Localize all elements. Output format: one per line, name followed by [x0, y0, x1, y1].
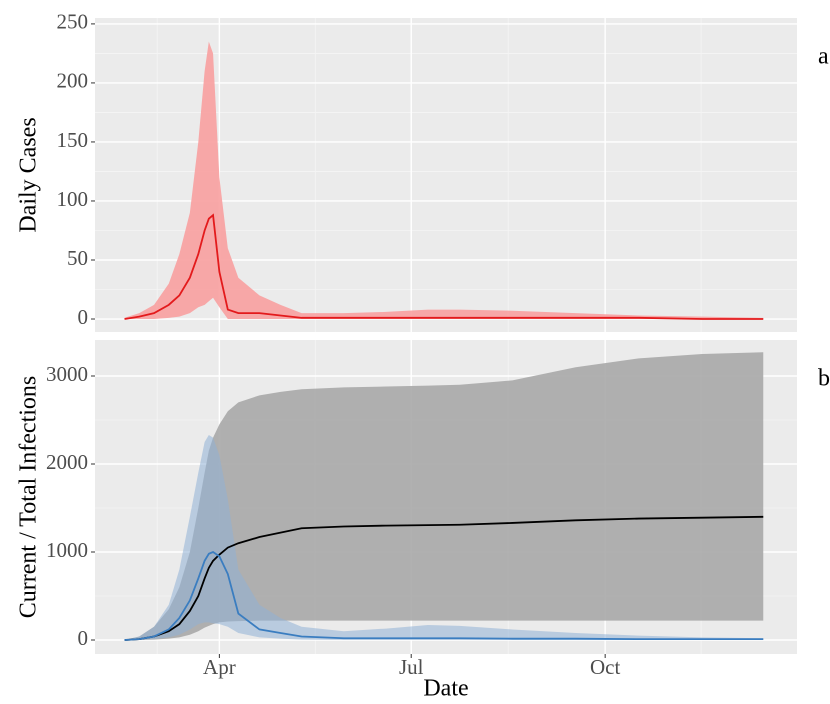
y-tick-label: 250 — [57, 10, 89, 34]
x-tick-label: Jul — [399, 655, 424, 679]
y-axis-label: Current / Total Infections — [16, 376, 42, 618]
line — [124, 213, 764, 320]
x-tick-label: Apr — [203, 655, 236, 679]
line — [124, 550, 764, 641]
line — [124, 515, 764, 641]
confidence-band — [124, 434, 764, 641]
x-axis-label: Date — [423, 676, 468, 702]
x-tick-label: Oct — [590, 655, 620, 679]
y-tick-label: 0 — [78, 305, 89, 329]
y-tick-label: 100 — [57, 187, 89, 211]
y-tick-label: 1000 — [46, 538, 88, 562]
y-tick-label: 3000 — [46, 362, 88, 386]
confidence-band — [124, 41, 764, 320]
y-tick-label: 0 — [78, 626, 89, 650]
y-tick-label: 200 — [57, 69, 89, 93]
y-tick-label: 150 — [57, 128, 89, 152]
panel-label: a — [818, 44, 829, 70]
y-tick-label: 50 — [67, 246, 88, 270]
confidence-band — [124, 352, 764, 641]
y-tick-label: 2000 — [46, 450, 88, 474]
panel-label: b — [818, 366, 830, 392]
y-axis-label: Daily Cases — [16, 117, 42, 232]
